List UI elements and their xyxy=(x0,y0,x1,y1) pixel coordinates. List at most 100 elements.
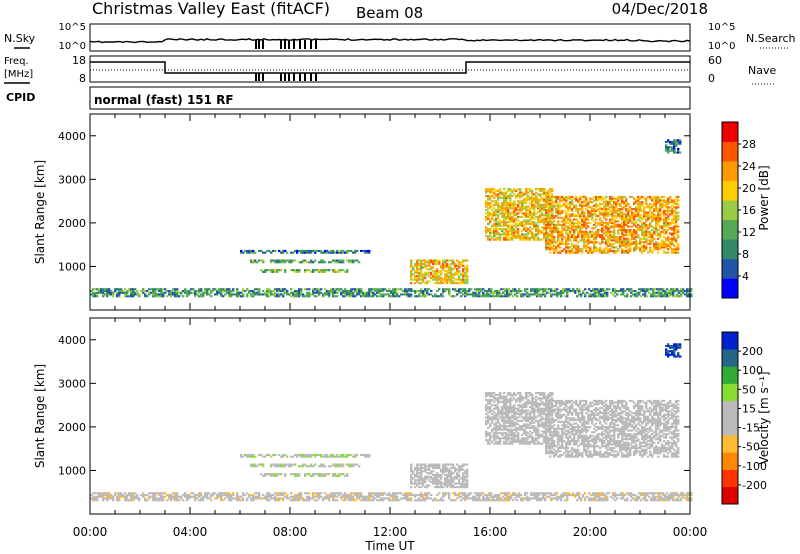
data-cell xyxy=(108,492,110,494)
data-cell xyxy=(438,288,440,290)
data-cell xyxy=(550,492,552,494)
data-cell xyxy=(232,494,234,496)
data-cell xyxy=(382,499,384,501)
data-cell xyxy=(556,295,558,297)
data-cell xyxy=(102,499,104,501)
data-cell xyxy=(466,280,468,282)
scan-gap-mark xyxy=(288,40,290,49)
y-tick-label: 4000 xyxy=(58,130,86,143)
data-cell xyxy=(489,202,491,204)
data-cell xyxy=(210,499,212,501)
data-cell xyxy=(493,197,495,199)
data-cell xyxy=(356,250,358,252)
data-cell xyxy=(424,275,426,277)
power-heatmap xyxy=(90,139,692,297)
freq-unit: [MHz] xyxy=(4,69,33,80)
data-cell xyxy=(651,220,653,222)
data-cell xyxy=(616,293,618,295)
data-cell xyxy=(626,295,628,297)
data-cell xyxy=(584,499,586,501)
scan-gap-mark xyxy=(293,73,295,81)
data-cell xyxy=(368,250,370,252)
data-cell xyxy=(154,494,156,496)
data-cell xyxy=(464,295,466,297)
data-cell xyxy=(452,260,454,262)
data-cell xyxy=(138,293,140,295)
data-cell xyxy=(661,239,663,241)
data-cell xyxy=(675,208,677,210)
data-cell xyxy=(626,497,628,499)
colorbar-tick-label: 12 xyxy=(742,226,756,239)
data-cell xyxy=(615,217,617,219)
data-cell xyxy=(382,290,384,292)
data-cell xyxy=(526,492,528,494)
data-cell xyxy=(622,492,624,494)
data-cell xyxy=(667,229,669,231)
data-cell xyxy=(410,492,412,494)
data-cell xyxy=(490,492,492,494)
colorbar-tick-label: 4 xyxy=(742,270,749,283)
data-cell xyxy=(635,248,637,250)
data-cell xyxy=(550,288,552,290)
data-cell xyxy=(164,492,166,494)
data-cell xyxy=(354,499,356,501)
data-cell xyxy=(680,295,682,297)
scan-gap-mark xyxy=(315,73,317,81)
data-cell xyxy=(509,188,511,190)
data-cell xyxy=(659,208,661,210)
colorbar-tick-label: 28 xyxy=(742,138,756,151)
data-cell xyxy=(614,288,616,290)
data-cell xyxy=(228,288,230,290)
data-cell xyxy=(655,203,657,205)
data-cell xyxy=(551,188,553,190)
data-cell xyxy=(606,295,608,297)
colorbar-swatch xyxy=(722,259,738,279)
data-cell xyxy=(645,199,647,201)
data-cell xyxy=(184,492,186,494)
data-cell xyxy=(336,295,338,297)
data-cell xyxy=(553,236,555,238)
data-cell xyxy=(541,212,543,214)
data-cell xyxy=(553,220,555,222)
data-cell xyxy=(464,499,466,501)
data-cell xyxy=(677,252,679,254)
data-cell xyxy=(448,494,450,496)
data-cell xyxy=(466,260,468,262)
data-cell xyxy=(112,499,114,501)
scan-gap-mark xyxy=(310,40,312,49)
data-cell xyxy=(571,248,573,250)
data-cell xyxy=(242,497,244,499)
data-cell xyxy=(487,223,489,225)
data-cell xyxy=(286,494,288,496)
data-cell xyxy=(646,295,648,297)
data-cell xyxy=(633,203,635,205)
data-cell xyxy=(514,288,516,290)
data-cell xyxy=(342,464,344,466)
data-cell xyxy=(212,290,214,292)
data-cell xyxy=(513,200,515,202)
data-cell xyxy=(458,275,460,277)
data-cell xyxy=(584,288,586,290)
data-cell xyxy=(466,275,468,277)
data-cell xyxy=(514,492,516,494)
data-cell xyxy=(324,261,326,263)
data-cell xyxy=(434,293,436,295)
scan-gap-mark xyxy=(280,40,282,49)
data-cell xyxy=(512,295,514,297)
scan-gap-mark xyxy=(284,73,286,81)
data-cell xyxy=(606,499,608,501)
data-cell xyxy=(372,499,374,501)
data-cell xyxy=(667,252,669,254)
data-cell xyxy=(328,269,330,271)
data-cell xyxy=(410,282,412,284)
data-cell xyxy=(268,492,270,494)
scan-gap-mark xyxy=(304,40,306,49)
data-cell xyxy=(667,217,669,219)
data-cell xyxy=(336,499,338,501)
data-cell xyxy=(669,196,671,198)
data-cell xyxy=(308,492,310,494)
data-cell xyxy=(515,190,517,192)
data-cell xyxy=(572,288,574,290)
data-cell xyxy=(675,145,677,147)
data-cell xyxy=(551,233,553,235)
